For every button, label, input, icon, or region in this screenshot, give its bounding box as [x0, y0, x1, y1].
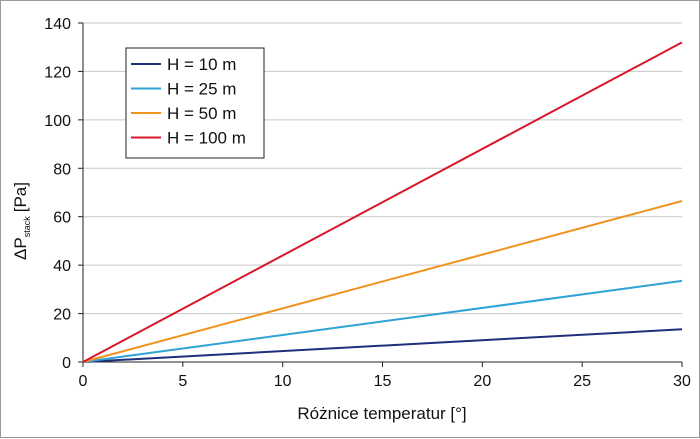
- y-axis-title-suffix: [Pa]: [11, 182, 30, 212]
- y-tick-label: 120: [44, 64, 71, 81]
- y-axis-title-subscript: stack: [22, 216, 32, 238]
- legend-label-2: H = 25 m: [167, 80, 236, 99]
- y-tick-label: 20: [53, 307, 71, 324]
- x-tick-label: 30: [673, 373, 691, 390]
- y-tick-label: 0: [62, 355, 71, 372]
- x-tick-label: 5: [178, 373, 187, 390]
- y-tick-label: 80: [53, 161, 71, 178]
- y-tick-label: 40: [53, 258, 71, 275]
- y-axis-title-prefix: ΔP: [11, 237, 30, 260]
- legend-box: [125, 47, 265, 159]
- series-line-4: [82, 41, 683, 363]
- legend-label-3: H = 50 m: [167, 104, 236, 123]
- x-tick-label: 25: [573, 373, 591, 390]
- legend: H = 10 m H = 25 m H = 50 m H = 100 m: [125, 47, 265, 159]
- y-axis-title: ΔPstack [Pa]: [11, 182, 32, 260]
- x-tick-label: 10: [274, 373, 292, 390]
- y-tick-labels: 0 20 40 60 80 100 120 140: [44, 16, 83, 372]
- series-line-1: [82, 328, 683, 363]
- y-tick-label: 100: [44, 113, 71, 130]
- legend-label-4: H = 100 m: [167, 129, 246, 148]
- x-axis-title: Różnice temperatur [°]: [297, 404, 466, 423]
- y-tick-label: 140: [44, 16, 71, 33]
- x-tick-label: 0: [79, 373, 88, 390]
- y-tick-label: 60: [53, 210, 71, 227]
- x-tick-labels: 0 5 10 15 20 25 30: [79, 362, 691, 390]
- series-line-3: [82, 200, 683, 363]
- series-lines: [82, 41, 683, 363]
- series-line-2: [82, 279, 683, 363]
- x-tick-label: 15: [374, 373, 392, 390]
- x-tick-label: 20: [473, 373, 491, 390]
- legend-label-1: H = 10 m: [167, 55, 236, 74]
